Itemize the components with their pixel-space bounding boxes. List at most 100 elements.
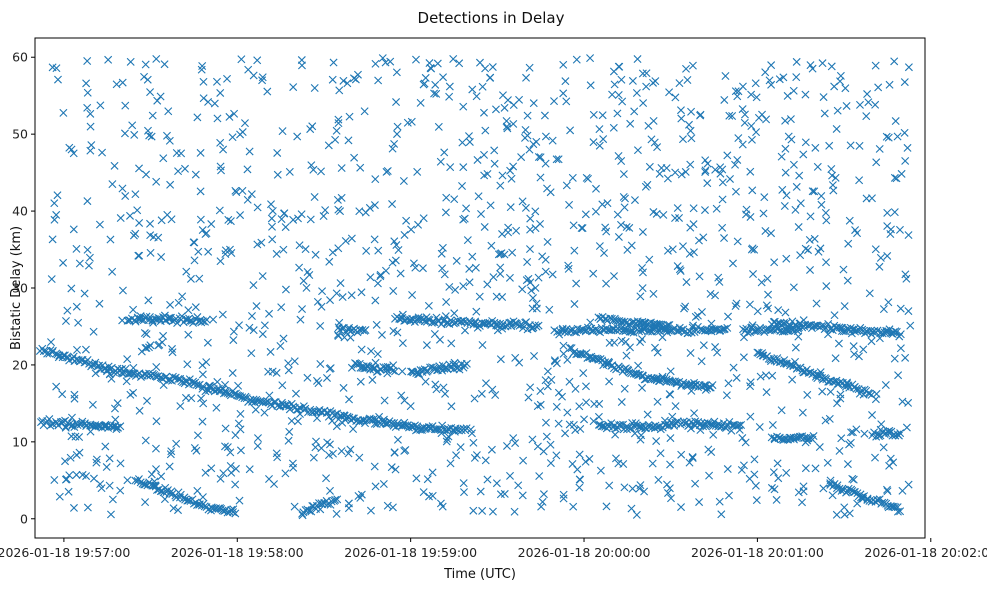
- detection-point: [554, 388, 563, 397]
- detection-point: [633, 146, 642, 155]
- detection-point: [310, 192, 319, 201]
- detection-point: [245, 465, 254, 474]
- detection-point: [226, 217, 235, 226]
- detection-point: [75, 259, 84, 268]
- detection-point: [903, 143, 912, 152]
- detection-point: [879, 443, 888, 452]
- detection-point: [541, 159, 550, 168]
- detection-point: [258, 330, 267, 339]
- detection-point: [129, 388, 138, 397]
- detection-point: [289, 83, 298, 92]
- detection-point: [633, 55, 642, 64]
- detection-point: [251, 405, 260, 414]
- detection-point: [336, 279, 345, 288]
- detection-point: [653, 397, 662, 406]
- detection-point: [459, 102, 468, 111]
- detection-point: [515, 95, 524, 104]
- detection-point: [194, 247, 203, 256]
- detection-point: [461, 326, 469, 335]
- detection-point: [663, 174, 672, 183]
- detection-point: [326, 296, 335, 305]
- detection-point: [792, 57, 801, 66]
- detection-point: [839, 265, 848, 274]
- detection-point: [586, 318, 595, 327]
- detection-point: [672, 378, 681, 387]
- detection-point: [496, 181, 505, 190]
- detection-point: [432, 89, 441, 98]
- detection-point: [846, 438, 855, 447]
- detection-point: [479, 108, 488, 117]
- detection-point: [281, 223, 290, 232]
- detection-point: [666, 494, 675, 503]
- detection-point: [686, 126, 695, 135]
- detection-point: [887, 329, 896, 338]
- detection-point: [696, 110, 705, 119]
- detection-point: [440, 270, 449, 279]
- detection-point: [348, 414, 357, 423]
- detection-point: [822, 216, 831, 225]
- detection-point: [541, 418, 550, 427]
- detection-point: [731, 87, 740, 96]
- detection-point: [762, 388, 771, 397]
- detection-point: [837, 486, 846, 495]
- detection-point: [127, 369, 136, 378]
- detection-point: [129, 305, 138, 314]
- detection-point: [337, 447, 346, 456]
- detection-point: [665, 88, 674, 97]
- detection-point: [459, 282, 468, 291]
- detection-point: [58, 390, 67, 399]
- detection-point: [148, 111, 157, 120]
- detection-point: [441, 312, 450, 321]
- detection-point: [306, 215, 315, 224]
- detection-point: [323, 500, 332, 509]
- detection-point: [157, 216, 166, 225]
- detection-point: [836, 394, 845, 403]
- detection-point: [630, 196, 639, 205]
- detection-point: [234, 381, 243, 390]
- detection-point: [801, 90, 810, 99]
- detection-point: [471, 263, 480, 272]
- detection-point: [737, 421, 746, 429]
- detection-point: [525, 63, 534, 72]
- detection-point: [693, 311, 702, 320]
- detection-point: [123, 355, 132, 364]
- detection-point: [686, 349, 695, 357]
- detection-point: [267, 200, 275, 209]
- detection-point: [666, 434, 675, 443]
- chart-title: Detections in Delay: [418, 9, 565, 27]
- detection-point: [414, 313, 423, 322]
- detection-point: [654, 475, 663, 484]
- detection-point: [671, 402, 680, 411]
- detection-point: [589, 269, 598, 278]
- detection-point: [714, 422, 723, 431]
- detection-point: [398, 339, 407, 348]
- detection-point: [160, 495, 169, 504]
- detection-point: [798, 408, 807, 417]
- detection-point: [230, 109, 239, 118]
- detection-point: [666, 367, 675, 376]
- detection-point: [106, 510, 115, 519]
- detection-point: [86, 146, 95, 155]
- detection-point: [737, 465, 746, 474]
- detection-point: [55, 492, 64, 501]
- detection-point: [344, 499, 353, 508]
- detection-point: [142, 330, 151, 339]
- detection-point: [156, 92, 165, 101]
- detection-point: [561, 429, 570, 438]
- detection-point: [575, 450, 584, 459]
- detection-point: [441, 389, 450, 398]
- detection-point: [514, 481, 523, 490]
- detection-point: [207, 220, 216, 229]
- detection-point: [118, 184, 127, 193]
- detection-point: [249, 326, 258, 335]
- detection-point: [733, 92, 742, 101]
- detection-point: [528, 294, 537, 303]
- detection-point: [473, 323, 482, 332]
- detection-point: [438, 502, 447, 511]
- detection-point: [331, 495, 340, 504]
- detection-point: [572, 55, 581, 64]
- detection-point: [183, 360, 192, 369]
- detection-point: [879, 428, 888, 437]
- detection-point: [883, 487, 892, 496]
- detection-point: [695, 498, 704, 507]
